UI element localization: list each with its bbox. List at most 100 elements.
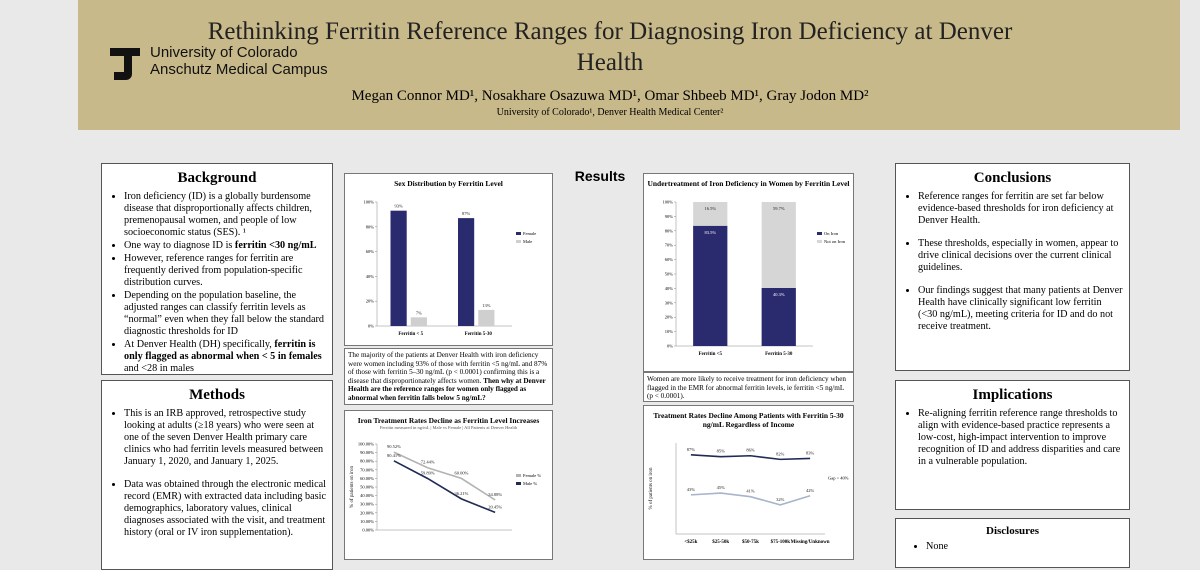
value-label: 86%	[746, 448, 755, 453]
value-label: 42%	[806, 488, 815, 493]
chart-subtitle: Ferritin measured in ng/mL | Male vs Fem…	[379, 425, 518, 430]
line	[690, 492, 811, 506]
legend-label: Male	[523, 239, 532, 244]
value-label: 72.44%	[421, 460, 435, 465]
legend-swatch	[516, 240, 521, 243]
bar	[390, 210, 407, 326]
affiliations: University of Colorado¹, Denver Health M…	[496, 107, 724, 118]
y-tick-label: 10.00%	[360, 519, 374, 524]
y-tick-label: 60%	[366, 249, 375, 254]
y-tick-label: 0%	[667, 344, 673, 349]
caption: The majority of the patients at Denver H…	[344, 348, 553, 405]
y-tick-label: 70.00%	[360, 467, 374, 472]
conclusions-box: Conclusions Reference ranges for ferritin…	[895, 163, 1130, 371]
text-run: Iron deficiency (ID) is a globally burde…	[124, 191, 312, 238]
bar	[478, 309, 495, 326]
value-label: 90.52%	[387, 444, 401, 449]
legend-swatch	[516, 474, 521, 477]
text-run: Women are more likely to receive treatme…	[647, 375, 846, 401]
value-label: 20.45%	[488, 504, 502, 509]
logo: University of Colorado Anschutz Medical …	[106, 44, 328, 80]
chart-panel: Treatment Rates Decline Among Patients w…	[643, 405, 854, 560]
value-label: 45%	[717, 485, 726, 490]
text-run: Depending on the population baseline, th…	[124, 290, 324, 337]
value-label: 59.7%	[773, 206, 785, 211]
section-heading: Methods	[189, 387, 245, 403]
bullet: However, reference ranges for ferritin a…	[124, 253, 326, 289]
y-tick-label: 0.00%	[362, 528, 374, 533]
value-label: 16.5%	[704, 206, 716, 211]
x-tick-label: Ferritin 5-30	[465, 332, 493, 337]
results-heading: Results	[574, 168, 626, 184]
legend-label: Not on Iron	[824, 239, 846, 244]
legend-label: Female	[523, 231, 536, 236]
bar-segment	[761, 287, 796, 346]
y-tick-label: 40%	[665, 286, 674, 291]
y-tick-label: 50.00%	[360, 485, 374, 490]
poster: {"header":{"title":"Rethinking Ferritin …	[0, 0, 1200, 554]
x-tick-label: Ferritin < 5	[398, 332, 423, 337]
chart: 0% 20% 40% 60% 80% 100% Ferritin < 5 Ferritin 5…	[364, 200, 537, 338]
y-tick-label: 30%	[665, 300, 674, 305]
legend-swatch	[516, 482, 521, 485]
value-label: 93%	[394, 204, 403, 209]
bullet: Re-aligning ferritin reference range thr…	[918, 408, 1123, 468]
y-tick-label: 30.00%	[360, 502, 374, 507]
methods-box: Methods This is an IRB approved, retrospe…	[101, 380, 333, 570]
bullet-list: This is an IRB approved, retrospective s…	[102, 408, 332, 539]
text-run: Reference ranges for ferritin are set fa…	[918, 191, 1114, 226]
value-label: 43%	[687, 487, 696, 492]
chart-panel: Iron Treatment Rates Decline as Ferritin…	[344, 410, 553, 560]
y-tick-label: 40%	[366, 274, 375, 279]
logo-mark	[110, 48, 140, 80]
value-label: 41%	[746, 489, 755, 494]
text-run: Our findings suggest that many patients …	[918, 285, 1123, 332]
y-tick-label: 50%	[665, 272, 674, 277]
chart-title: Treatment Rates Decline Among Patients w…	[653, 411, 844, 429]
y-tick-label: 60%	[665, 257, 674, 262]
text-run: These thresholds, especially in women, a…	[918, 238, 1119, 273]
value-label: 83%	[806, 450, 815, 455]
chart-panel: Undertreatment of Iron Deficiency in Wom…	[643, 173, 854, 372]
y-tick-label: 60.00%	[360, 476, 374, 481]
y-tick-label: 20.00%	[360, 510, 374, 515]
text-run: However, reference ranges for ferritin a…	[124, 253, 303, 288]
y-tick-label: 40.00%	[360, 493, 374, 498]
background-box: Background Iron deficiency (ID) is a glob…	[101, 163, 333, 375]
x-tick-label: Ferritin <5	[698, 352, 722, 357]
y-tick-label: 80%	[366, 224, 375, 229]
bullet: Data was obtained through the electronic…	[124, 479, 326, 539]
legend-swatch	[817, 240, 822, 243]
y-tick-label: 70%	[665, 243, 674, 248]
y-tick-label: 0%	[368, 324, 374, 329]
bullet: Our findings suggest that many patients …	[918, 285, 1123, 333]
value-label: 13%	[482, 303, 491, 308]
bar-segment	[693, 202, 728, 226]
value-label: 40.3%	[773, 292, 785, 297]
y-axis-label: % of patients on iron	[649, 467, 654, 509]
value-label: 36.21%	[454, 491, 468, 496]
text-run: One way to diagnose ID is	[124, 240, 235, 251]
bullet-list: Reference ranges for ferritin are set fa…	[896, 191, 1129, 333]
x-tick-label: $75-100k	[771, 540, 791, 545]
bullet-list: Iron deficiency (ID) is a globally burde…	[102, 191, 332, 374]
legend-label: Female %	[523, 473, 541, 478]
section-heading: Background	[177, 170, 257, 186]
value-label: 87%	[687, 447, 696, 452]
y-tick-label: 10%	[665, 329, 674, 334]
y-tick-label: 100%	[663, 200, 674, 205]
y-tick-label: 20%	[366, 299, 375, 304]
chart: % of patients on iron <$25k $25-50k $50-75k…	[649, 443, 849, 545]
y-tick-label: 80.00%	[360, 459, 374, 464]
legend-swatch	[817, 232, 822, 235]
value-label: 7%	[416, 310, 422, 315]
y-axis-label: % of patients on iron	[350, 466, 355, 508]
section-heading: Conclusions	[973, 170, 1052, 186]
value-label: 59.89%	[421, 470, 435, 475]
legend-swatch	[516, 232, 521, 235]
bullet: One way to diagnose ID is ferritin <30 n…	[124, 240, 326, 252]
value-label: 83.5%	[704, 230, 716, 235]
value-label: 82%	[776, 451, 785, 456]
text-run: ferritin is only flagged as abnormal whe…	[124, 339, 322, 362]
text-run: Then why at Denver Health are the refere…	[348, 376, 546, 402]
